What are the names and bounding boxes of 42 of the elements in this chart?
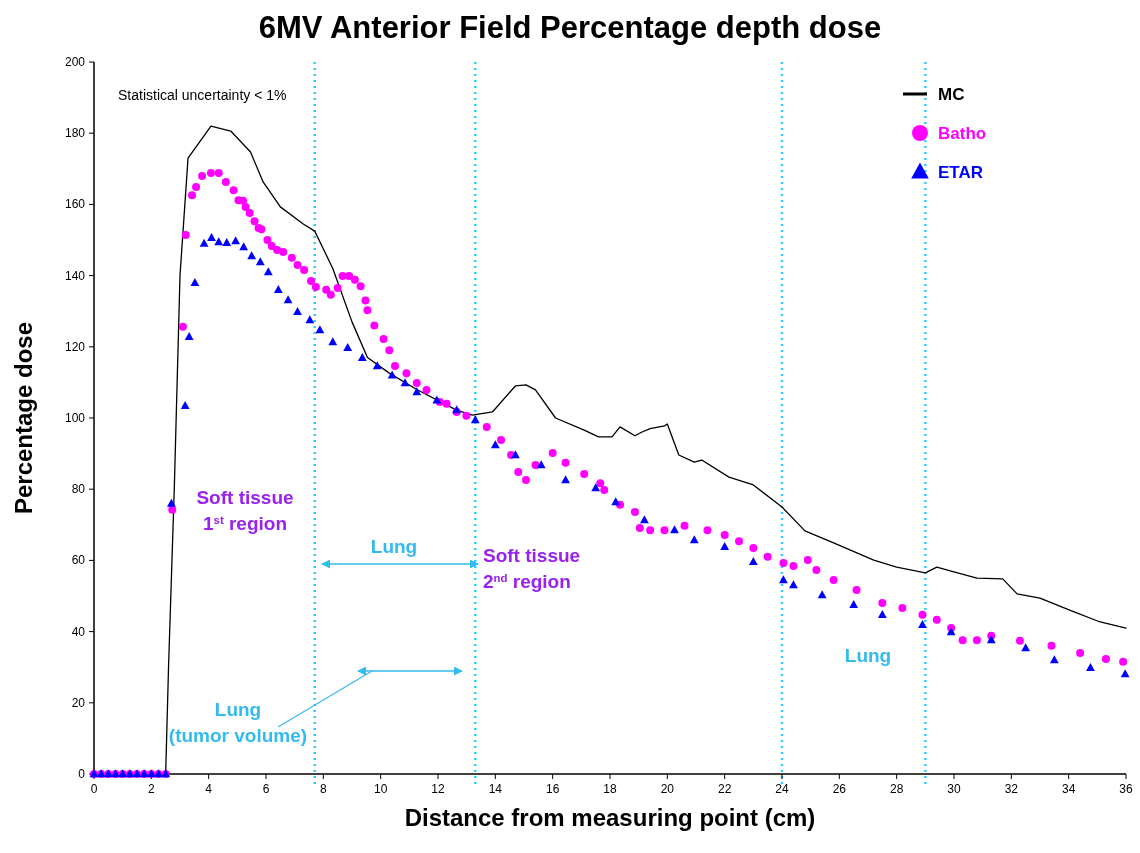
y-tick-label: 40 xyxy=(71,624,86,639)
legend-label: MC xyxy=(938,85,965,104)
x-tick-label: 24 xyxy=(775,782,789,796)
annotation: Lung xyxy=(844,645,892,666)
x-tick-label: 26 xyxy=(832,782,847,796)
x-tick-label: 22 xyxy=(717,782,732,796)
x-tick-label: 36 xyxy=(1119,782,1133,796)
x-tick-label: 28 xyxy=(889,782,904,796)
legend-label: ETAR xyxy=(938,163,984,182)
y-tick-label: 80 xyxy=(71,482,86,497)
x-tick-label: 6 xyxy=(262,782,270,796)
x-tick-label: 30 xyxy=(947,782,961,796)
annotation: Soft tissue 1$^{st}$ region xyxy=(196,487,294,534)
y-tick-label: 180 xyxy=(64,126,86,141)
y-tick-label: 200 xyxy=(64,55,86,69)
x-tick-label: 4 xyxy=(205,782,213,796)
annotation: Lung (tumor volume) xyxy=(168,699,308,746)
x-tick-label: 18 xyxy=(603,782,617,796)
x-tick-label: 10 xyxy=(373,782,388,796)
y-axis-title: Percentage dose xyxy=(10,321,37,515)
x-tick-label: 8 xyxy=(319,782,327,796)
annotation: Soft tissue 2$^{nd}$ region xyxy=(483,545,581,592)
y-tick-label: 100 xyxy=(64,411,86,425)
x-tick-label: 20 xyxy=(660,782,675,796)
y-tick-label: 0 xyxy=(78,767,86,781)
annotation: Lung xyxy=(370,536,418,557)
chart-title: 6MV Anterior Field Percentage depth dose xyxy=(258,10,882,45)
y-tick-label: 160 xyxy=(64,197,86,212)
x-tick-label: 14 xyxy=(488,782,503,796)
y-tick-label: 20 xyxy=(71,695,86,710)
legend-label: Batho xyxy=(938,124,987,143)
y-tick-label: 140 xyxy=(64,268,86,283)
x-tick-label: 16 xyxy=(545,782,560,796)
x-tick-label: 2 xyxy=(147,782,155,796)
x-tick-label: 12 xyxy=(431,782,445,796)
x-axis-title: Distance from measuring point (cm) xyxy=(404,804,816,831)
x-tick-label: 32 xyxy=(1004,782,1019,796)
y-tick-label: 60 xyxy=(71,553,86,568)
x-tick-label: 0 xyxy=(90,782,98,796)
annotation: Statistical uncertainty < 1% xyxy=(118,87,287,103)
y-tick-label: 120 xyxy=(64,339,86,354)
x-tick-label: 34 xyxy=(1061,782,1076,796)
